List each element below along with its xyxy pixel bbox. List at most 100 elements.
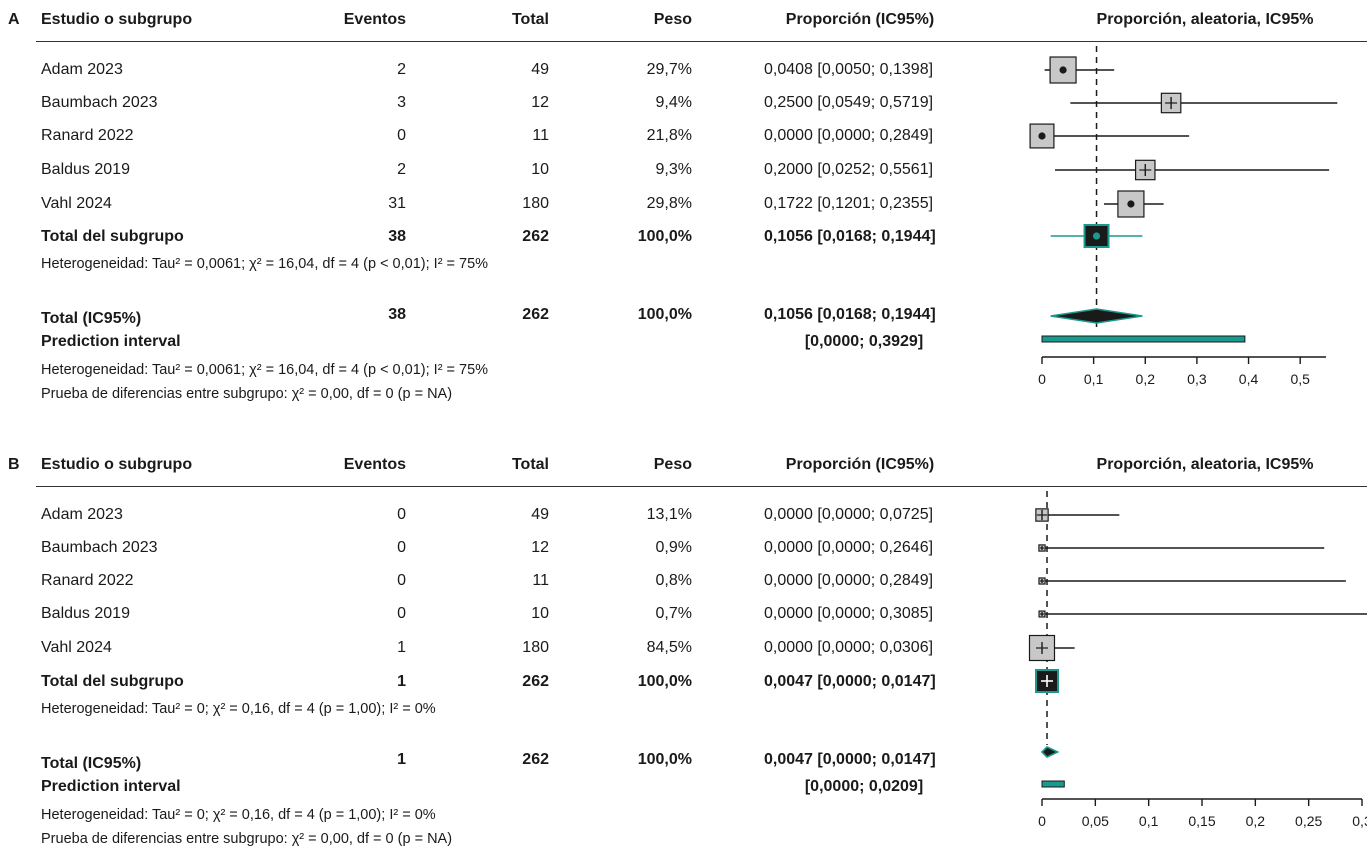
header-events: Eventos: [343, 456, 406, 473]
header-proportion: Proporción (IC95%): [785, 11, 935, 28]
study-name: Adam 2023: [41, 61, 123, 78]
study-ci: 0,0000 [0,0000; 0,2849]: [764, 127, 934, 144]
study-events: 31: [388, 195, 406, 212]
total-events: 1: [397, 751, 406, 768]
study-name: Baumbach 2023: [41, 94, 158, 111]
study-events: 1: [397, 639, 406, 656]
study-weight: 29,7%: [646, 61, 692, 78]
study-total: 12: [531, 94, 549, 111]
study-total: 12: [531, 539, 549, 556]
subtotal-weight: 100,0%: [637, 673, 692, 690]
total-ci: 0,1056 [0,0168; 0,1944]: [764, 306, 936, 323]
heterogeneity-text: Heterogeneidad: Tau² = 0,0061; χ² = 16,0…: [41, 256, 489, 272]
study-weight: 0,9%: [655, 539, 692, 556]
x-tick-label: 0,25: [1295, 813, 1322, 829]
x-tick-label: 0: [1038, 371, 1046, 387]
header-total: Total: [511, 456, 549, 473]
study-events: 2: [397, 61, 406, 78]
point-estimate: [1059, 66, 1067, 74]
subtotal-ci: 0,0047 [0,0000; 0,0147]: [764, 673, 936, 690]
study-weight: 13,1%: [646, 506, 692, 523]
study-ci: 0,1722 [0,1201; 0,2355]: [764, 195, 934, 212]
x-tick-label: 0,2: [1246, 813, 1266, 829]
study-events: 0: [397, 506, 406, 523]
study-weight: 0,7%: [655, 605, 692, 622]
point-estimate: [1127, 200, 1135, 208]
study-name: Baumbach 2023: [41, 539, 158, 556]
x-tick-label: 0,05: [1082, 813, 1109, 829]
subgroup-test-text: Prueba de diferencias entre subgrupo: χ²…: [41, 386, 453, 402]
header-study: Estudio o subgrupo: [41, 11, 193, 28]
study-ci: 0,0000 [0,0000; 0,2849]: [764, 572, 934, 589]
study-total: 49: [531, 506, 549, 523]
study-total: 180: [522, 639, 549, 656]
overall-diamond: [1040, 746, 1060, 758]
study-weight: 84,5%: [646, 639, 692, 656]
study-ci: 0,0000 [0,0000; 0,0725]: [764, 506, 934, 523]
study-weight: 9,3%: [655, 161, 692, 178]
study-name: Baldus 2019: [41, 605, 130, 622]
study-events: 0: [397, 127, 406, 144]
subtotal-events: 1: [397, 673, 406, 690]
study-name: Vahl 2024: [41, 195, 112, 212]
study-events: 0: [397, 539, 406, 556]
header-weight: Peso: [653, 456, 692, 473]
total-events: 38: [388, 306, 406, 323]
forest-plot-b: 0 0,05 0,1 0,15 0,2 0,25 0,3: [1028, 491, 1367, 829]
study-events: 0: [397, 605, 406, 622]
heterogeneity-text: Heterogeneidad: Tau² = 0; χ² = 0,16, df …: [41, 807, 436, 823]
subtotal-name: Total del subgrupo: [41, 228, 184, 245]
study-ci: 0,0000 [0,0000; 0,3085]: [764, 605, 934, 622]
subgroup-point: [1092, 232, 1101, 240]
study-weight: 0,8%: [655, 572, 692, 589]
subtotal-ci: 0,1056 [0,0168; 0,1944]: [764, 228, 936, 245]
header-study: Estudio o subgrupo: [41, 456, 193, 473]
total-name: Total (IC95%): [41, 755, 142, 772]
header-proportion: Proporción (IC95%): [785, 456, 935, 473]
forest-plot-a: 0 0,1 0,2 0,3 0,4 0,5: [1029, 46, 1338, 387]
study-weight: 29,8%: [646, 195, 692, 212]
prediction-bar: [1041, 335, 1246, 343]
subtotal-total: 262: [522, 228, 549, 245]
x-tick-label: 0,1: [1084, 371, 1104, 387]
subtotal-events: 38: [388, 228, 406, 245]
x-tick-label: 0,1: [1139, 813, 1159, 829]
header-plot: Proporción, aleatoria, IC95%: [1096, 456, 1314, 473]
total-weight: 100,0%: [637, 751, 692, 768]
study-name: Baldus 2019: [41, 161, 130, 178]
panel-letter: A: [8, 11, 20, 28]
study-name: Ranard 2022: [41, 572, 134, 589]
study-ci: 0,0408 [0,0050; 0,1398]: [764, 61, 934, 78]
subtotal-weight: 100,0%: [637, 228, 692, 245]
study-name: Vahl 2024: [41, 639, 112, 656]
x-tick-label: 0,3: [1352, 813, 1367, 829]
x-tick-label: 0,3: [1187, 371, 1207, 387]
subtotal-name: Total del subgrupo: [41, 673, 184, 690]
header-events: Eventos: [343, 11, 406, 28]
study-weight: 9,4%: [655, 94, 692, 111]
study-name: Ranard 2022: [41, 127, 134, 144]
study-total: 180: [522, 195, 549, 212]
study-total: 10: [531, 161, 549, 178]
header-weight: Peso: [653, 11, 692, 28]
header-total: Total: [511, 11, 549, 28]
point-estimate: [1038, 132, 1046, 140]
subtotal-total: 262: [522, 673, 549, 690]
header-plot: Proporción, aleatoria, IC95%: [1096, 11, 1314, 28]
study-events: 0: [397, 572, 406, 589]
x-tick-label: 0,2: [1136, 371, 1156, 387]
heterogeneity-text: Heterogeneidad: Tau² = 0,0061; χ² = 16,0…: [41, 362, 489, 378]
prediction-label: Prediction interval: [41, 778, 181, 795]
study-ci: 0,2500 [0,0549; 0,5719]: [764, 94, 934, 111]
x-tick-label: 0,5: [1290, 371, 1310, 387]
study-total: 11: [532, 572, 549, 589]
study-total: 10: [531, 605, 549, 622]
study-events: 3: [397, 94, 406, 111]
prediction-ci: [0,0000; 0,0209]: [804, 778, 924, 795]
forest-panel-a: A Estudio o subgrupo Eventos Total Peso …: [0, 0, 1367, 420]
study-weight: 21,8%: [646, 127, 692, 144]
total-name: Total (IC95%): [41, 310, 142, 327]
study-name: Adam 2023: [41, 506, 123, 523]
study-total: 49: [531, 61, 549, 78]
heterogeneity-text: Heterogeneidad: Tau² = 0; χ² = 0,16, df …: [41, 701, 436, 717]
